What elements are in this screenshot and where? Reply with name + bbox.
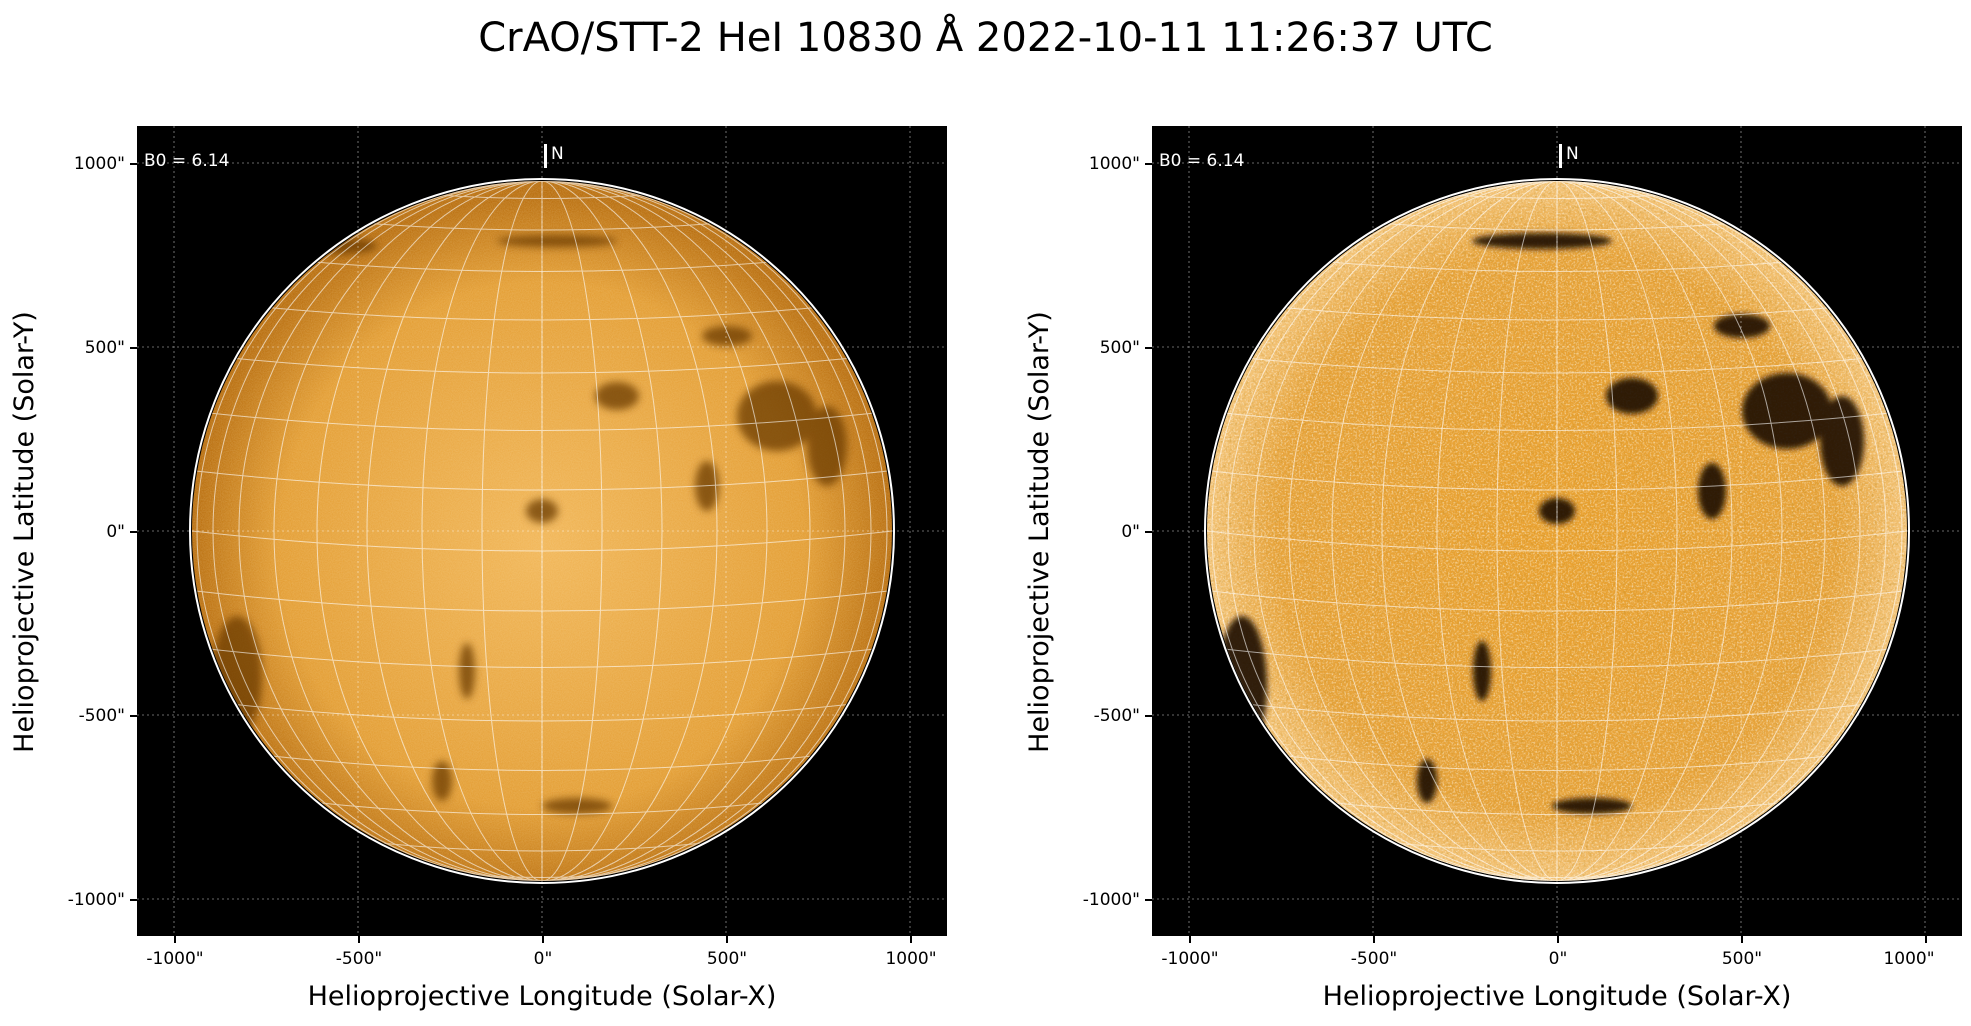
x-tick-label: -500" bbox=[1350, 949, 1398, 969]
north-label: N bbox=[551, 144, 564, 164]
north-label: N bbox=[1566, 144, 1579, 164]
north-indicator: N bbox=[544, 144, 584, 170]
x-axis-title: Helioprojective Longitude (Solar-X) bbox=[1322, 981, 1792, 1012]
north-indicator: N bbox=[1559, 144, 1599, 170]
b0-label: B0 = 6.14 bbox=[1159, 151, 1245, 171]
x-tick-label: 1000" bbox=[1883, 949, 1935, 969]
y-axis-title: Helioprojective Latitude (Solar-Y) bbox=[9, 311, 40, 753]
y-tick-label: -1000" bbox=[67, 890, 125, 910]
y-tick-label: 500" bbox=[84, 338, 125, 358]
figure-title: CrAO/STT-2 HeI 10830 Å 2022-10-11 11:26:… bbox=[478, 15, 1493, 61]
solar-image-panel-left: B0 = 6.14 N bbox=[137, 126, 947, 936]
x-tick-label: -500" bbox=[335, 949, 383, 969]
y-tick-label: -1000" bbox=[1082, 890, 1140, 910]
x-tick-label: 0" bbox=[1548, 949, 1568, 969]
y-tick-label: 0" bbox=[1121, 522, 1140, 542]
y-tick-label: 0" bbox=[106, 522, 125, 542]
north-arrow-icon bbox=[544, 144, 547, 168]
sun-disk-image bbox=[137, 126, 947, 936]
solar-image-panel-right: B0 = 6.14 N bbox=[1152, 126, 1962, 936]
y-axis-title: Helioprojective Latitude (Solar-Y) bbox=[1024, 311, 1055, 753]
x-tick-label: -1000" bbox=[146, 949, 204, 969]
x-tick-label: 1000" bbox=[885, 949, 937, 969]
b0-label: B0 = 6.14 bbox=[144, 151, 230, 171]
x-axis-title: Helioprojective Longitude (Solar-X) bbox=[307, 981, 777, 1012]
x-tick-label: 0" bbox=[533, 949, 553, 969]
north-arrow-icon bbox=[1559, 144, 1562, 168]
x-tick-label: -1000" bbox=[1161, 949, 1219, 969]
y-tick-label: -500" bbox=[78, 706, 125, 726]
x-tick-label: 500" bbox=[1721, 949, 1763, 969]
y-tick-label: 1000" bbox=[73, 154, 125, 174]
sun-disk-image bbox=[1152, 126, 1962, 936]
x-tick-label: 500" bbox=[706, 949, 748, 969]
y-tick-label: 1000" bbox=[1088, 154, 1140, 174]
y-tick-label: -500" bbox=[1093, 706, 1140, 726]
y-tick-label: 500" bbox=[1099, 338, 1140, 358]
